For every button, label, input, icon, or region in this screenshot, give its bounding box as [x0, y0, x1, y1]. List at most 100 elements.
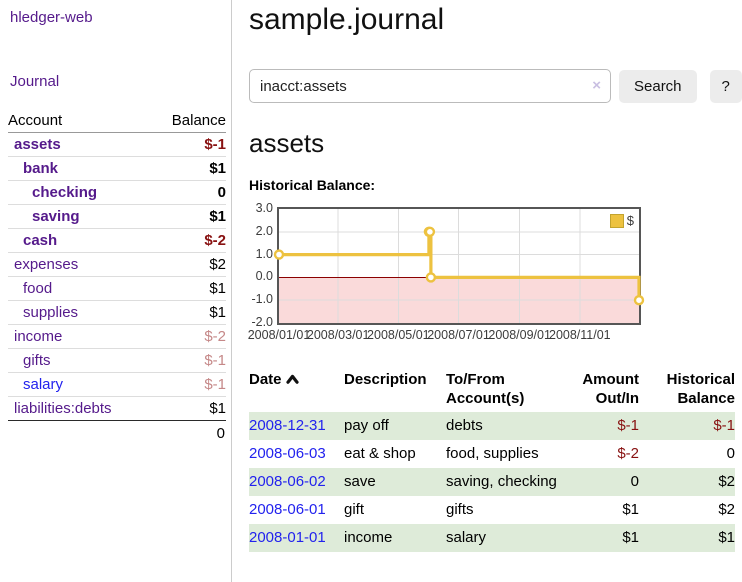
register-amount: $1	[564, 496, 639, 524]
register-balance: $-1	[639, 412, 735, 440]
page-title: sample.journal	[249, 3, 445, 36]
column-header-date[interactable]: Date	[249, 368, 344, 412]
chart-plot[interactable]: $	[273, 207, 645, 325]
account-row: gifts $-1	[8, 348, 226, 373]
register-balance: $2	[639, 468, 735, 496]
data-point-marker[interactable]	[273, 249, 285, 260]
register-description: eat & shop	[344, 445, 416, 462]
account-column-header: Account	[8, 109, 152, 133]
sidebar-total-row: 0	[8, 421, 226, 446]
register-date-cell: 2008-06-01	[249, 496, 344, 524]
data-point-marker[interactable]	[424, 226, 436, 237]
register-description: pay off	[344, 417, 389, 434]
register-date-link[interactable]: 2008-06-01	[249, 501, 326, 518]
register-amount: $-2	[564, 440, 639, 468]
account-balance: $-2	[151, 324, 226, 349]
chart-legend: $	[607, 212, 636, 229]
account-row: cash $-2	[8, 228, 226, 253]
account-balance: $-1	[151, 132, 226, 157]
register-amount: 0	[564, 468, 639, 496]
register-header-row: Date Description To/From Account(s) Amount Ou…	[249, 368, 735, 412]
account-link[interactable]: cash	[23, 232, 58, 249]
x-tick-label: 2008/03/01	[306, 328, 370, 342]
search-input[interactable]	[249, 69, 611, 103]
account-balance: $1	[151, 276, 226, 301]
account-row: salary $-1	[8, 372, 226, 397]
register-row: 2008-06-01 gift gifts $1 $2	[249, 496, 735, 524]
account-row: supplies $1	[8, 300, 226, 325]
account-name-cell: salary	[8, 372, 152, 397]
register-body: 2008-12-31 pay off debts $-1 $-1 2008-06-03 ea…	[249, 412, 735, 552]
register-accounts: salary	[446, 529, 487, 546]
balance-value: $-1	[713, 417, 735, 434]
account-row: income $-2	[8, 324, 226, 349]
register-row: 2008-01-01 income salary $1 $1	[249, 524, 735, 552]
x-tick-label: 2008/01/01	[247, 328, 311, 342]
account-name-cell: checking	[8, 180, 152, 205]
data-point-marker[interactable]	[633, 294, 645, 306]
chevron-up-icon	[285, 371, 299, 388]
balance-value: $2	[718, 473, 735, 490]
y-tick-label: 1.0	[255, 246, 273, 261]
column-header-description: Description	[344, 371, 427, 388]
account-row: liabilities:debts $1	[8, 396, 226, 421]
account-row: food $1	[8, 276, 226, 301]
account-link[interactable]: assets	[14, 136, 61, 153]
register-amount: $1	[564, 524, 639, 552]
register-date-link[interactable]: 2008-01-01	[249, 529, 326, 546]
y-tick-label: 3.0	[255, 201, 273, 215]
account-balance: $1	[151, 300, 226, 325]
account-link[interactable]: saving	[32, 208, 80, 225]
account-link[interactable]: checking	[32, 184, 98, 201]
register-balance: 0	[639, 440, 735, 468]
account-tree: Account Balance assets $-1 bank $1 checking 0…	[8, 109, 226, 445]
register-date-cell: 2008-12-31	[249, 412, 344, 440]
account-link[interactable]: income	[14, 328, 63, 345]
x-tick-label: 2008/11/01	[548, 328, 611, 342]
account-tree-body: assets $-1 bank $1 checking 0 saving $1 cash $-2 e…	[8, 132, 226, 421]
account-link[interactable]: liabilities:debts	[14, 400, 112, 417]
account-tree-header: Account Balance	[8, 109, 226, 133]
account-balance: $-1	[151, 372, 226, 397]
column-header-historical-balance: Historical Balance	[666, 371, 735, 407]
account-balance: $1	[151, 204, 226, 229]
account-row: bank $1	[8, 156, 226, 181]
chart-canvas[interactable]	[273, 209, 645, 323]
account-balance: $1	[151, 156, 226, 181]
register-accounts: debts	[446, 417, 483, 434]
account-name-cell: income	[8, 324, 152, 349]
x-tick-label: 2008/09/01	[488, 328, 551, 342]
account-link[interactable]: gifts	[23, 352, 51, 369]
register-date-link[interactable]: 2008-06-02	[249, 473, 326, 490]
nav-journal-link[interactable]: Journal	[10, 73, 60, 90]
help-button[interactable]: ?	[709, 69, 742, 103]
account-row: assets $-1	[8, 132, 226, 157]
main-content: sample.journal × Search ? assets Histori…	[233, 0, 742, 582]
account-balance: $-1	[151, 348, 226, 373]
y-tick-label: -2.0	[251, 315, 273, 329]
account-name-cell: expenses	[8, 252, 152, 277]
register-balance: $1	[639, 524, 735, 552]
account-link[interactable]: bank	[23, 160, 59, 177]
account-link[interactable]: food	[23, 280, 53, 297]
account-link[interactable]: salary	[23, 376, 64, 393]
register-date-link[interactable]: 2008-12-31	[249, 417, 326, 434]
register-description: save	[344, 473, 376, 490]
search-button[interactable]: Search	[619, 69, 697, 103]
brand-link[interactable]: hledger-web	[10, 9, 93, 26]
register-date-link[interactable]: 2008-06-03	[249, 445, 326, 462]
balance-value: $2	[718, 501, 735, 518]
data-point-marker[interactable]	[425, 272, 437, 283]
account-name-cell: assets	[8, 132, 152, 157]
account-balance: $-2	[151, 228, 226, 253]
y-tick-label: 2.0	[255, 223, 273, 238]
clear-search-icon[interactable]: ×	[592, 77, 601, 94]
account-link[interactable]: expenses	[14, 256, 79, 273]
register-amount: $-1	[564, 412, 639, 440]
balance-value: 0	[726, 445, 735, 462]
account-name-cell: cash	[8, 228, 152, 253]
y-tick-label: -1.0	[251, 292, 273, 307]
sidebar: hledger-web Journal Account Balance asse…	[0, 0, 232, 582]
account-name-cell: liabilities:debts	[8, 396, 152, 421]
account-link[interactable]: supplies	[23, 304, 79, 321]
